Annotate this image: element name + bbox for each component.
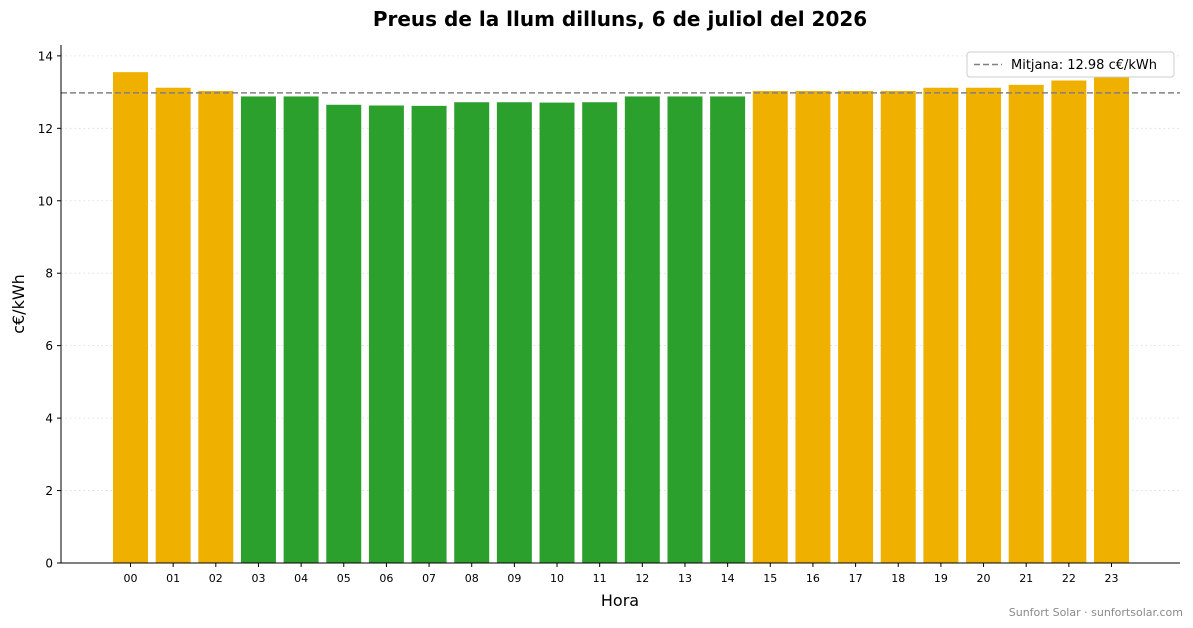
bar-14 xyxy=(710,96,746,564)
y-tick-label: 10 xyxy=(38,194,53,208)
x-tick-label: 12 xyxy=(635,572,649,585)
bar-13 xyxy=(667,96,703,564)
bars xyxy=(113,72,1129,564)
y-tick-label: 4 xyxy=(45,412,53,426)
x-tick-label: 18 xyxy=(891,572,905,585)
x-tick-label: 07 xyxy=(422,572,436,585)
x-tick-label: 04 xyxy=(294,572,308,585)
bar-16 xyxy=(795,91,831,563)
x-tick-label: 22 xyxy=(1062,572,1076,585)
x-tick-label: 01 xyxy=(166,572,180,585)
x-tick-label: 09 xyxy=(507,572,521,585)
x-tick-label: 15 xyxy=(763,572,777,585)
bar-02 xyxy=(198,91,234,563)
bar-07 xyxy=(411,105,447,563)
bar-12 xyxy=(624,96,660,564)
bar-00 xyxy=(113,72,148,563)
legend: Mitjana: 12.98 c€/kWh xyxy=(966,51,1175,78)
bar-19 xyxy=(923,87,959,564)
x-tick-label: 13 xyxy=(678,572,692,585)
bar-04 xyxy=(283,96,319,564)
y-tick-label: 12 xyxy=(38,122,53,136)
y-tick-label: 14 xyxy=(38,49,53,63)
x-tick-label: 11 xyxy=(593,572,607,585)
x-tick-label: 08 xyxy=(465,572,479,585)
x-tick-label: 10 xyxy=(550,572,564,585)
bar-21 xyxy=(1008,84,1044,563)
watermark: Sunfort Solar · sunfortsolar.com xyxy=(1008,606,1183,619)
bar-08 xyxy=(454,102,490,563)
bar-10 xyxy=(539,102,575,564)
bar-15 xyxy=(752,91,788,563)
y-tick-label: 0 xyxy=(45,557,53,571)
bar-06 xyxy=(368,105,404,563)
bar-20 xyxy=(966,87,1002,564)
bar-11 xyxy=(582,102,618,563)
x-tick-label: 05 xyxy=(337,572,351,585)
bar-23 xyxy=(1094,76,1129,563)
x-tick-label: 06 xyxy=(379,572,393,585)
legend-box xyxy=(966,51,1175,78)
x-tick-label: 00 xyxy=(124,572,138,585)
legend-label: Mitjana: 12.98 c€/kWh xyxy=(1011,58,1157,73)
chart-title: Preus de la llum dilluns, 6 de juliol de… xyxy=(373,7,867,31)
bar-09 xyxy=(496,102,532,563)
x-tick-label: 23 xyxy=(1105,572,1119,585)
x-tick-label: 03 xyxy=(251,572,265,585)
x-tick-label: 19 xyxy=(934,572,948,585)
x-tick-label: 16 xyxy=(806,572,820,585)
x-tick-label: 17 xyxy=(849,572,863,585)
bar-05 xyxy=(326,104,362,564)
x-tick-label: 02 xyxy=(209,572,223,585)
bar-22 xyxy=(1051,80,1087,563)
x-axis-label: Hora xyxy=(601,591,639,610)
bar-18 xyxy=(880,91,916,563)
x-tick-label: 14 xyxy=(721,572,735,585)
x-tick-label: 21 xyxy=(1019,572,1033,585)
bar-03 xyxy=(240,96,276,564)
y-tick-label: 8 xyxy=(45,267,53,281)
y-tick-label: 2 xyxy=(45,484,53,498)
bar-17 xyxy=(838,91,874,563)
y-tick-label: 6 xyxy=(45,339,53,353)
x-tick-label: 20 xyxy=(977,572,991,585)
y-axis-label: c€/kWh xyxy=(9,274,28,334)
bar-01 xyxy=(155,87,191,564)
